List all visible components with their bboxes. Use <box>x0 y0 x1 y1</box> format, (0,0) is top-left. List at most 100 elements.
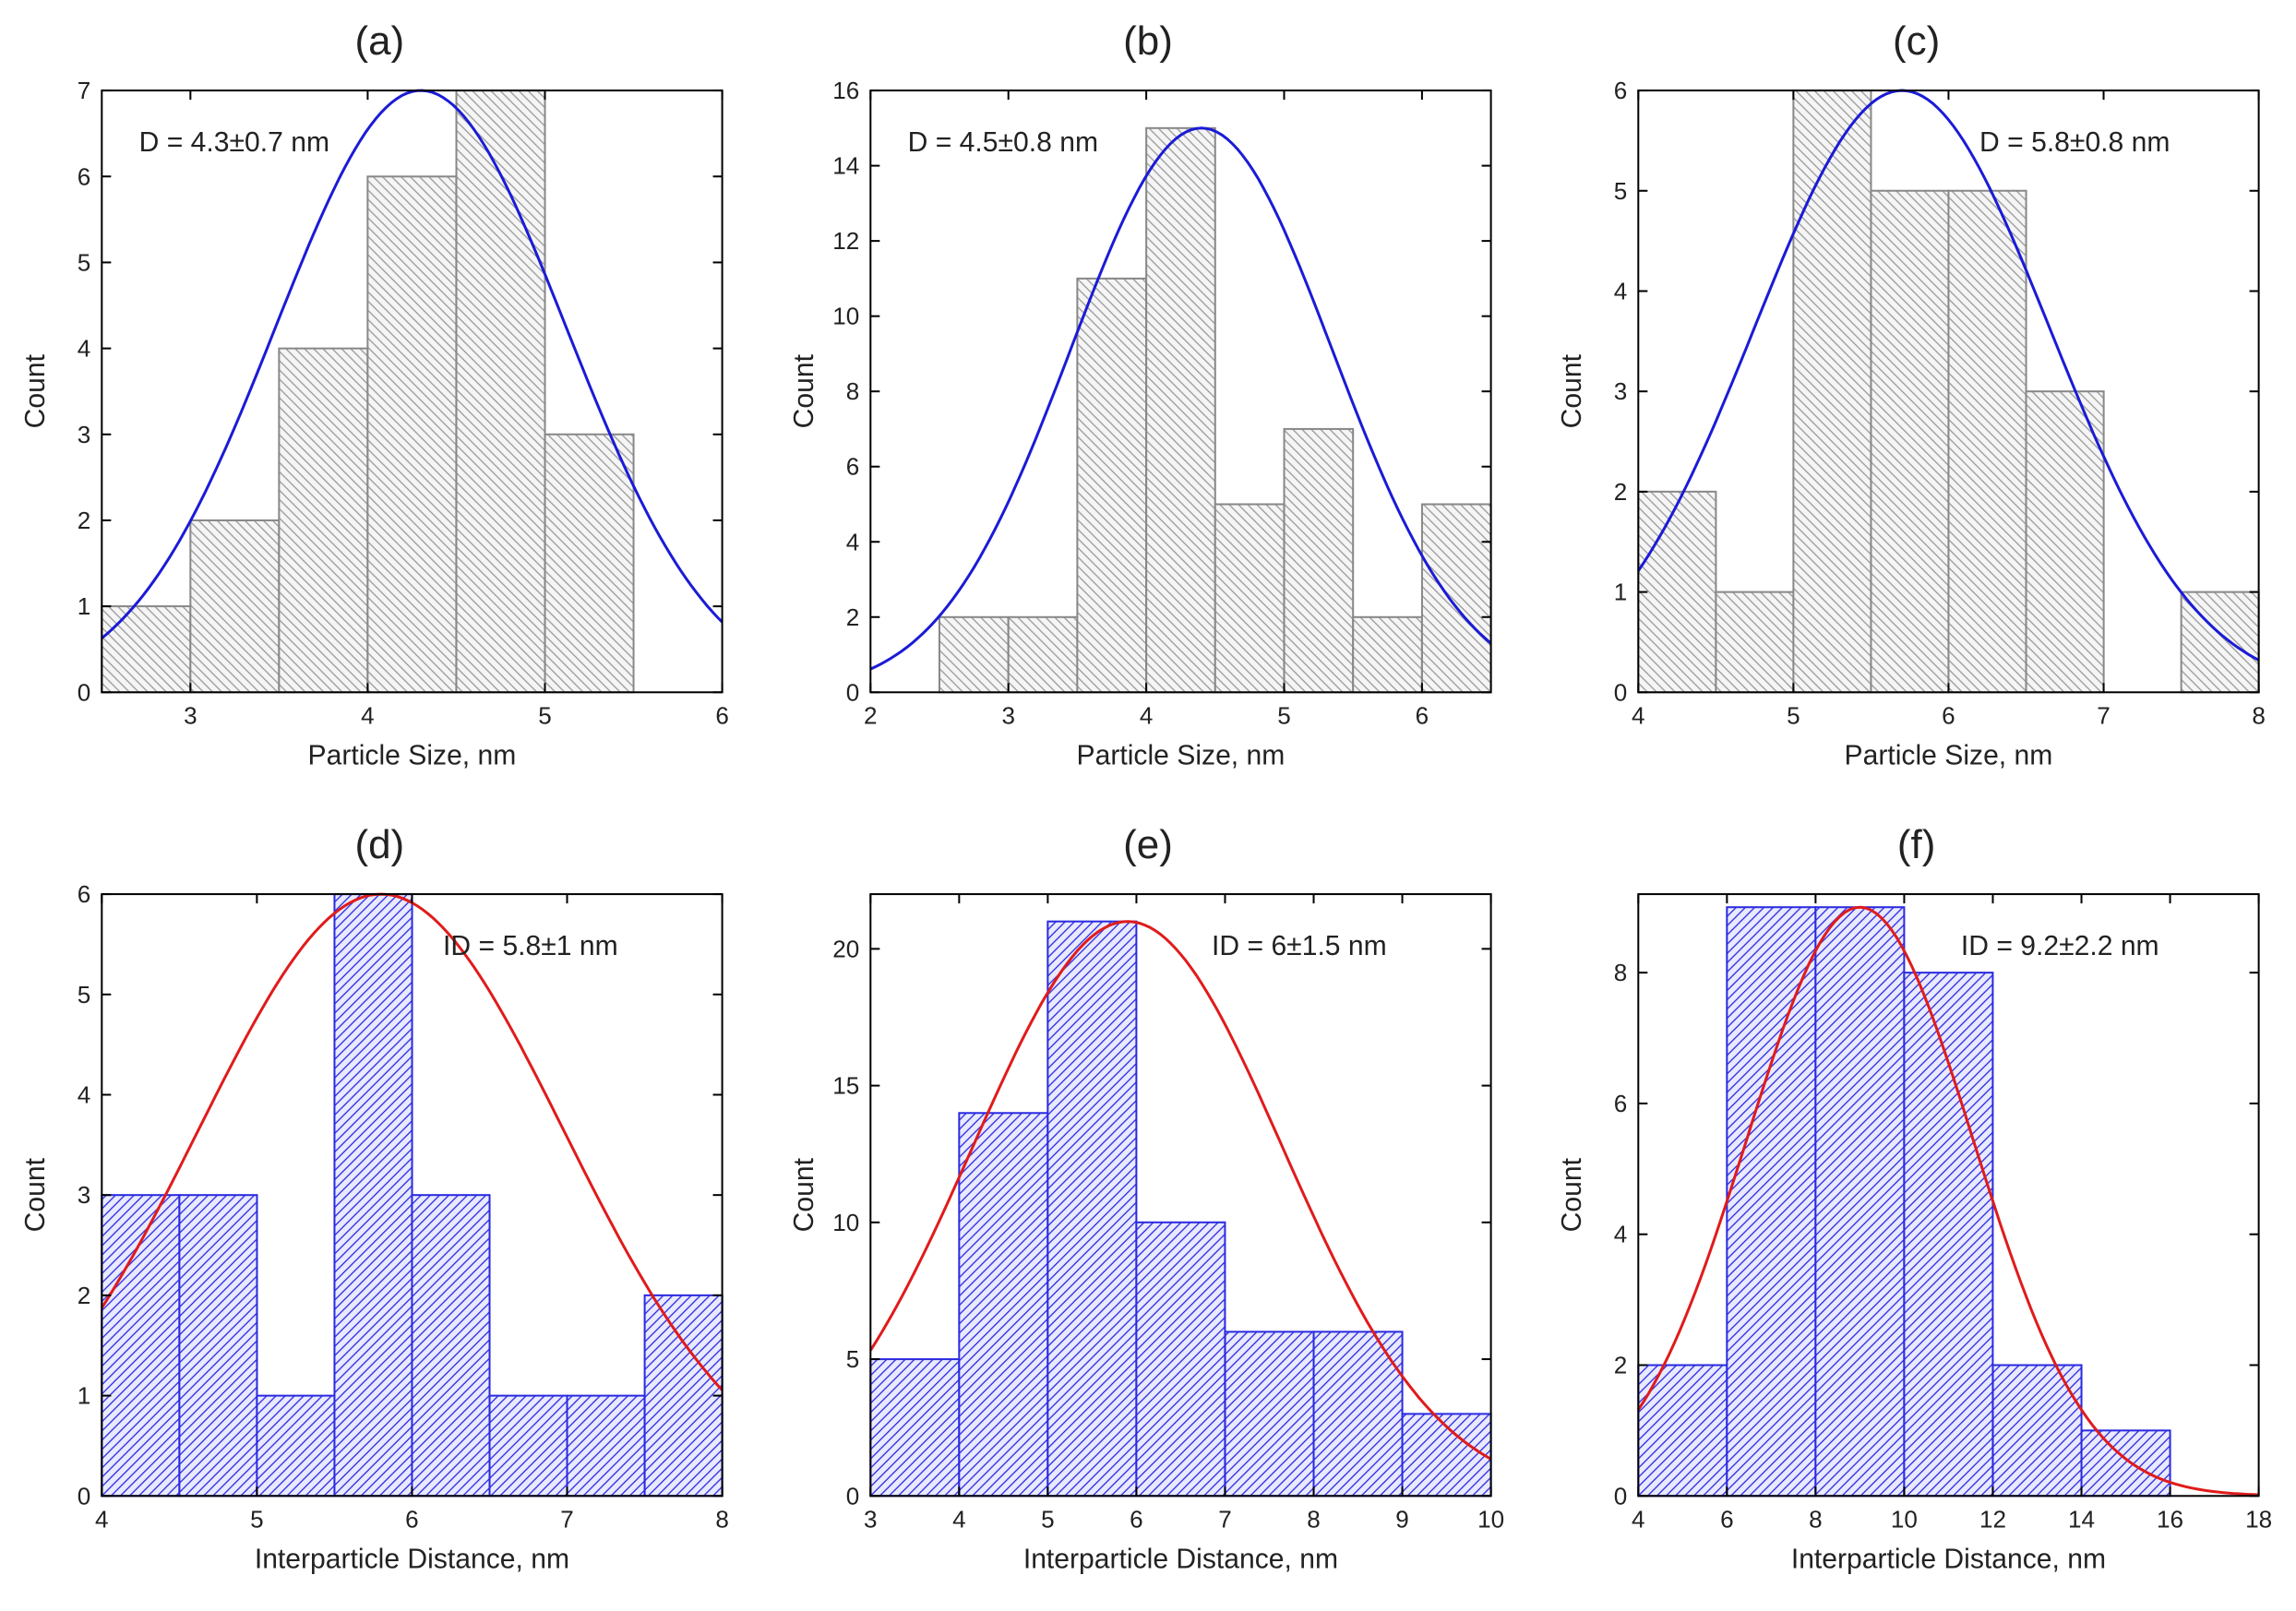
ytick-label: 5 <box>845 1345 859 1373</box>
xtick-label: 6 <box>405 1505 419 1533</box>
ytick-label: 5 <box>78 980 91 1008</box>
histogram-bar <box>179 1195 257 1496</box>
histogram-bar <box>1077 279 1146 692</box>
histogram-bar <box>190 520 279 692</box>
ytick-label: 0 <box>78 678 91 706</box>
xtick-label: 8 <box>1307 1505 1321 1533</box>
histogram-bar <box>1214 504 1284 692</box>
histogram-bar <box>1905 973 1993 1496</box>
xtick-label: 6 <box>1943 701 1956 729</box>
xtick-label: 5 <box>250 1505 264 1533</box>
chart: 456780123456Interparticle Distance, nmCo… <box>18 876 741 1598</box>
ytick-label: 0 <box>1614 678 1628 706</box>
xtick-label: 7 <box>1218 1505 1232 1533</box>
fit-annotation: ID = 6±1.5 nm <box>1212 930 1387 961</box>
xtick-label: 3 <box>1001 701 1015 729</box>
ytick-label: 4 <box>845 528 859 555</box>
histogram-bar <box>257 1395 334 1496</box>
ytick-label: 2 <box>78 1282 91 1309</box>
ytick-label: 5 <box>78 248 91 276</box>
xtick-label: 8 <box>715 1505 729 1533</box>
xtick-label: 3 <box>184 701 197 729</box>
y-axis-title: Count <box>789 1157 819 1232</box>
xtick-label: 14 <box>2068 1505 2095 1533</box>
histogram-bar <box>645 1295 723 1496</box>
histogram-bar <box>1816 907 1905 1496</box>
ytick-label: 6 <box>1614 77 1628 104</box>
xtick-label: 7 <box>2098 701 2111 729</box>
histogram-bar <box>1728 907 1816 1496</box>
panel-title: (a) <box>354 18 404 65</box>
ytick-label: 6 <box>1614 1090 1628 1117</box>
fit-annotation: ID = 9.2±2.2 nm <box>1961 930 2159 961</box>
xtick-label: 6 <box>1415 701 1429 729</box>
panel-b: (b)234560246810121416Particle Size, nmCo… <box>787 18 1510 794</box>
fit-annotation: D = 5.8±0.8 nm <box>1979 127 2170 158</box>
histogram-bar <box>1639 1365 1728 1496</box>
histogram-bar <box>1949 191 2027 693</box>
panel-title: (c) <box>1893 18 1940 65</box>
ytick-label: 10 <box>832 1209 859 1236</box>
ytick-label: 0 <box>78 1482 91 1510</box>
ytick-label: 14 <box>832 152 859 180</box>
ytick-label: 4 <box>78 1080 91 1108</box>
histogram-bar <box>1871 191 1949 693</box>
histogram-bar <box>1716 592 1794 693</box>
figure-grid: (a) 3 4 5 6 0 1 2 3 4 5 6 7 Particle Size, nm Count D =… <box>18 18 2278 1593</box>
histogram-bar <box>1794 90 1871 692</box>
ytick-label: 8 <box>1614 959 1628 986</box>
ytick-label: 0 <box>845 1482 859 1510</box>
ytick-label: 1 <box>78 1381 91 1409</box>
histogram-bar <box>102 606 190 692</box>
xtick-label: 2 <box>864 701 878 729</box>
fit-annotation: D = 4.5±0.8 nm <box>907 127 1097 158</box>
ytick-label: 2 <box>1614 1351 1628 1378</box>
xtick-label: 6 <box>1720 1505 1734 1533</box>
xtick-label: 4 <box>1140 701 1154 729</box>
histogram-bar <box>1639 492 1716 692</box>
ytick-label: 10 <box>832 303 859 330</box>
x-axis-title: Interparticle Distance, nm <box>1023 1544 1338 1574</box>
histogram-bar <box>1008 617 1077 693</box>
xtick-label: 10 <box>1477 1505 1504 1533</box>
ytick-label: 3 <box>78 421 91 448</box>
ytick-label: 0 <box>1614 1482 1628 1510</box>
ytick-label: 6 <box>845 453 859 481</box>
histogram-bar <box>1353 617 1422 693</box>
y-axis-title: Count <box>1557 1157 1587 1232</box>
ytick-label: 6 <box>78 162 91 190</box>
ytick-label: 5 <box>1614 177 1628 205</box>
xtick-label: 4 <box>952 1505 966 1533</box>
fit-annotation: ID = 5.8±1 nm <box>443 930 618 961</box>
chart: 34567891005101520Interparticle Distance,… <box>787 876 1510 1598</box>
fit-annotation: D = 4.3±0.7 nm <box>139 127 329 158</box>
chart: 456780123456Particle Size, nmCountD = 5.… <box>1555 72 2278 794</box>
histogram-bar <box>1146 128 1215 692</box>
panel-title: (d) <box>354 822 404 868</box>
ytick-label: 16 <box>832 77 859 104</box>
y-axis-title: Count <box>20 1157 51 1232</box>
ytick-label: 6 <box>78 880 91 908</box>
y-axis-title: Count <box>20 353 51 428</box>
ytick-label: 8 <box>845 377 859 405</box>
histogram-bar <box>334 894 412 1496</box>
histogram-bar <box>568 1395 645 1496</box>
xtick-label: 4 <box>95 1505 109 1533</box>
panel-d: (d)456780123456Interparticle Distance, n… <box>18 822 741 1598</box>
histogram-bar <box>367 176 456 692</box>
histogram-bar <box>870 1359 959 1496</box>
xtick-label: 4 <box>1632 1505 1645 1533</box>
histogram-bar <box>1284 429 1353 692</box>
chart: 345601234567Particle Size, nmCountD = 4.… <box>18 72 741 794</box>
ytick-label: 7 <box>78 77 91 104</box>
histogram-bar <box>939 617 1009 693</box>
histogram-bar <box>2082 1430 2170 1496</box>
ytick-label: 2 <box>845 603 859 631</box>
xtick-label: 10 <box>1891 1505 1918 1533</box>
ytick-label: 1 <box>78 592 91 620</box>
x-axis-title: Particle Size, nm <box>308 741 517 771</box>
histogram-bar <box>1225 1331 1313 1496</box>
ytick-label: 3 <box>78 1181 91 1209</box>
xtick-label: 5 <box>538 701 552 729</box>
histogram-bar <box>1422 504 1491 692</box>
